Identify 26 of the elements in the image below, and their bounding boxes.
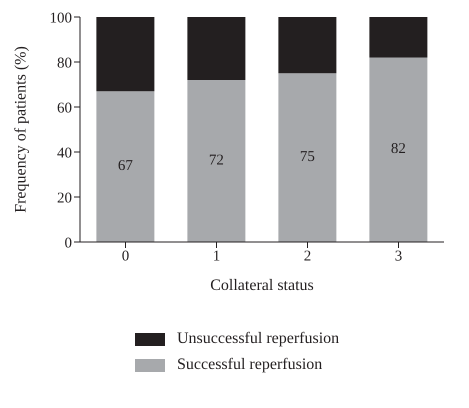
y-tick-label: 60 <box>57 100 72 116</box>
data-label: 75 <box>300 149 315 166</box>
y-tick-label: 80 <box>57 55 72 72</box>
x-tick-label: 0 <box>122 248 130 265</box>
bar <box>187 17 246 80</box>
legend-label: Successful reperfusion <box>177 356 322 374</box>
data-label: 67 <box>118 158 134 174</box>
bar <box>187 80 246 242</box>
y-tick-label: 0 <box>64 235 72 252</box>
bar <box>278 73 336 242</box>
bar <box>96 17 154 92</box>
x-tick-label: 3 <box>394 248 402 265</box>
bar <box>369 17 428 58</box>
y-tick-label: 40 <box>57 145 72 162</box>
x-tick-label: 1 <box>212 248 220 265</box>
data-label: 72 <box>208 152 224 168</box>
bar <box>369 58 428 242</box>
bar <box>278 17 336 74</box>
y-tick-label: 20 <box>57 190 72 206</box>
bar <box>96 91 154 242</box>
y-axis-title: Frequency of patients (%) <box>12 46 30 213</box>
data-label: 82 <box>390 141 406 158</box>
legend-label: Unsuccessful reperfusion <box>177 330 340 348</box>
y-tick-label: 100 <box>50 10 72 26</box>
x-tick-label: 2 <box>304 248 312 265</box>
x-axis-title: Collateral status <box>210 277 314 294</box>
